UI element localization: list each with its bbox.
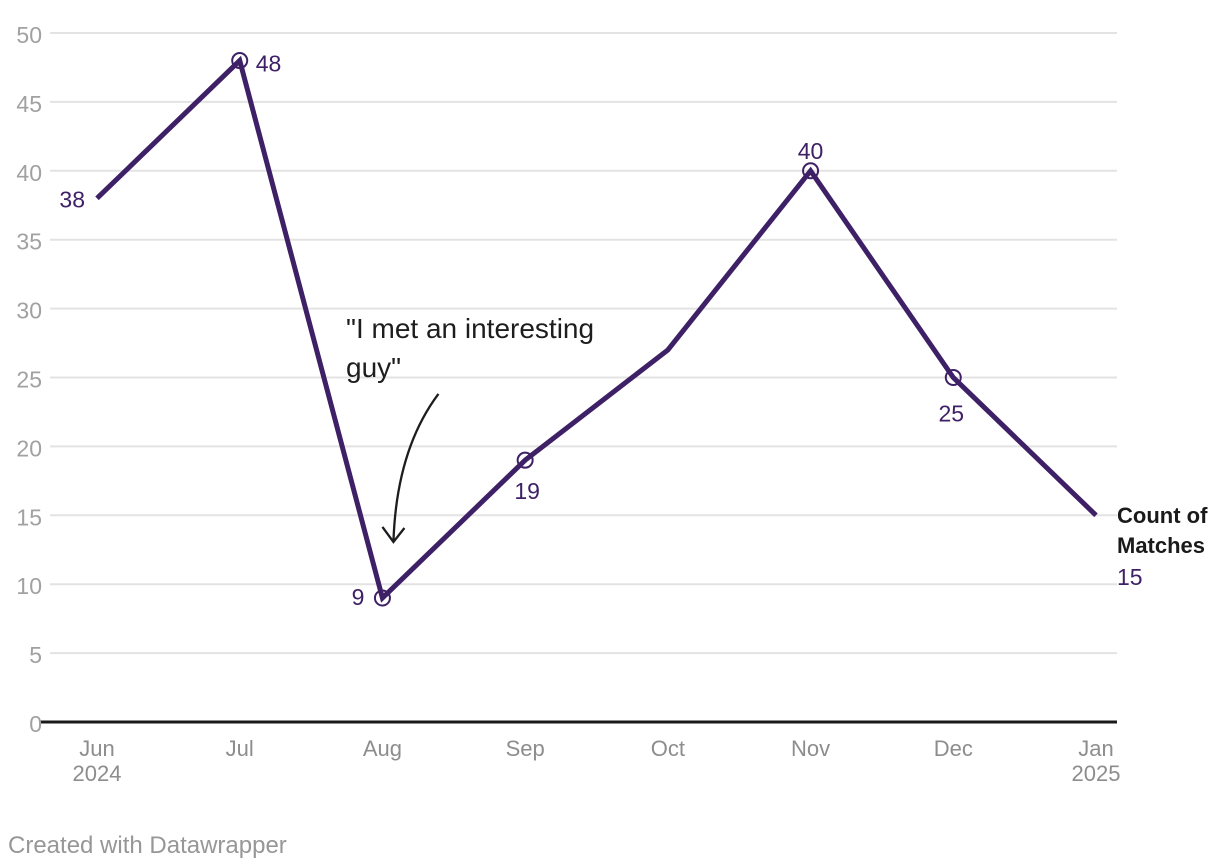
y-axis-tick-label: 30 — [16, 298, 42, 324]
y-axis-tick-label: 45 — [16, 91, 42, 117]
annotation-arrowhead — [381, 526, 406, 544]
x-axis-tick-label: Jan — [1078, 736, 1113, 761]
data-point-marker — [516, 451, 534, 469]
y-axis-tick-label: 40 — [16, 160, 42, 186]
x-axis-tick-label: Jun — [79, 736, 114, 761]
datawrapper-credit-link[interactable]: Created with Datawrapper — [8, 832, 287, 859]
y-axis-tick-label: 25 — [16, 367, 42, 393]
y-axis-tick-label: 15 — [16, 504, 42, 530]
data-point-label: 9 — [352, 584, 365, 610]
x-axis-year-label: 2024 — [73, 761, 122, 786]
data-point-label: 48 — [256, 51, 282, 77]
data-point-label: 38 — [59, 186, 85, 212]
annotation-arrow — [392, 393, 440, 543]
y-axis-tick-label: 50 — [16, 22, 42, 48]
data-line — [95, 55, 1098, 603]
x-axis-tick-label: Sep — [506, 736, 545, 761]
x-axis-year-label: 2025 — [1072, 761, 1121, 786]
data-point-label: 19 — [514, 478, 540, 504]
x-axis-tick-label: Oct — [651, 736, 685, 761]
x-axis-tick-label: Aug — [363, 736, 402, 761]
data-point-label: 40 — [798, 138, 824, 164]
x-axis-tick-label: Dec — [934, 736, 973, 761]
data-point-marker — [373, 589, 391, 607]
data-point-marker — [944, 369, 962, 386]
data-point-label: 25 — [938, 401, 964, 427]
x-axis-tick-label: Nov — [791, 736, 830, 761]
y-axis-tick-label: 20 — [16, 435, 42, 461]
y-axis-tick-label: 0 — [29, 711, 42, 737]
y-axis-tick-label: 35 — [16, 229, 42, 255]
series-label: Count of Matches — [1117, 503, 1208, 558]
data-point-marker — [802, 162, 820, 180]
series-last-value: 15 — [1117, 564, 1143, 590]
x-axis-tick-label: Jul — [226, 736, 254, 761]
data-point-marker — [231, 52, 249, 70]
annotation-text: "I met an interesting guy" — [346, 313, 595, 383]
y-axis-tick-label: 5 — [29, 642, 42, 668]
series-legend: Count of Matches 15 — [1117, 501, 1220, 590]
y-axis-tick-label: 10 — [16, 573, 42, 599]
